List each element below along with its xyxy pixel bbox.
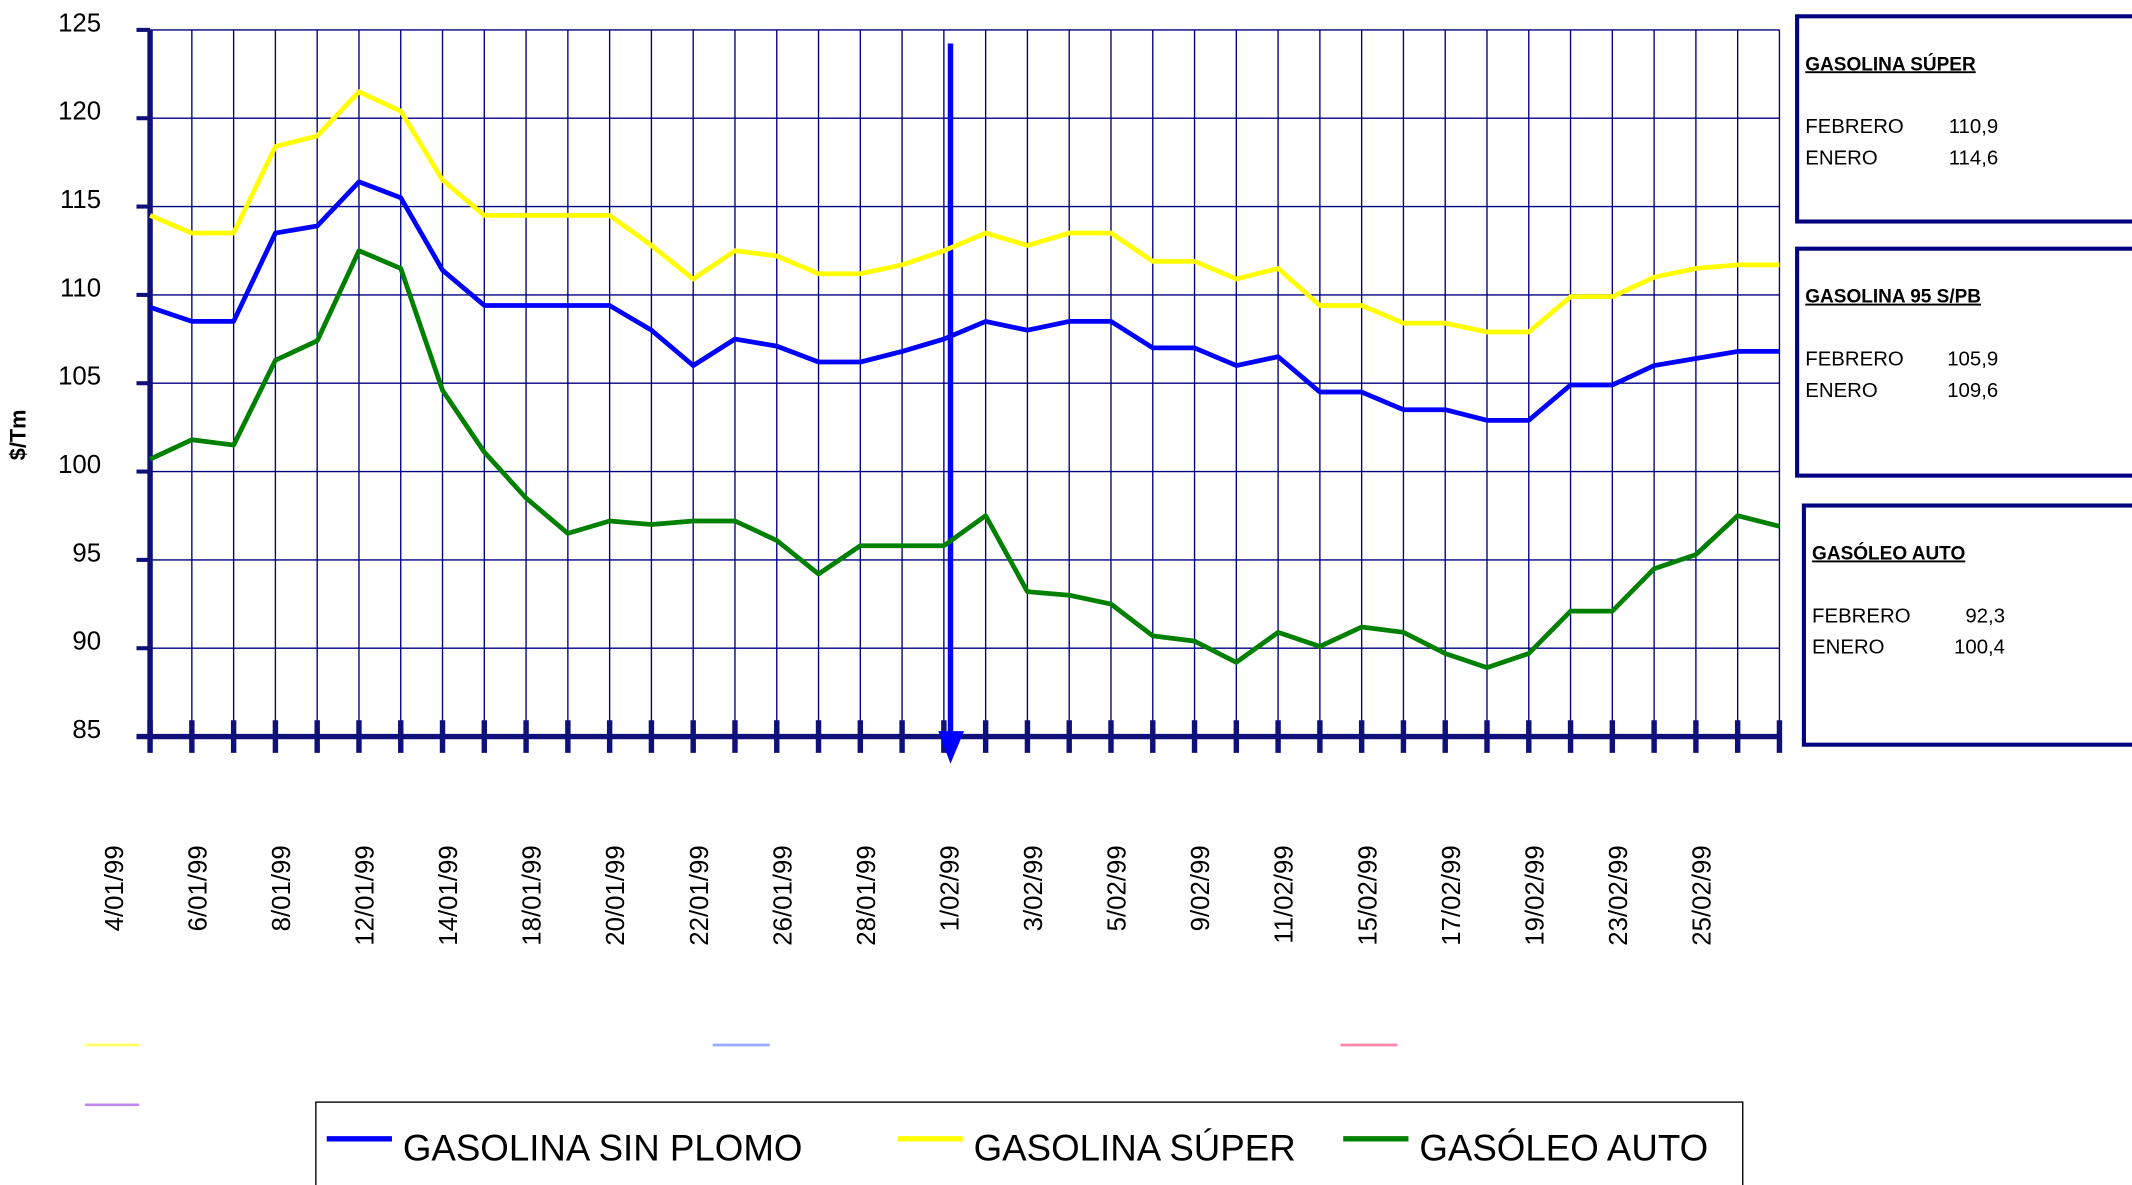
x-tick-label: 28/01/99 [853, 845, 881, 945]
x-tick-label: 18/01/99 [519, 845, 547, 945]
panel-row-value: 100,4 [1954, 637, 2005, 659]
panel-row-label: ENERO [1812, 637, 1884, 659]
y-tick-label: 110 [60, 274, 101, 302]
x-tick-label: 4/01/99 [101, 845, 129, 931]
panel-row-label: FEBRERO [1805, 349, 1903, 371]
x-tick-label: 8/01/99 [268, 845, 296, 931]
panel-title: GASÓLEO AUTO [1812, 542, 1965, 564]
x-tick-label: 11/02/99 [1271, 845, 1299, 944]
y-tick-label: 115 [60, 186, 101, 214]
x-tick-label: 3/02/99 [1020, 845, 1048, 931]
x-tick-label: 26/01/99 [769, 845, 797, 945]
series-line [149, 179, 1780, 423]
panel-row-value: 114,6 [1949, 147, 1998, 169]
legend-label: GASOLINA SIN PLOMO [403, 1128, 803, 1169]
y-axis-label: $/Tm [5, 409, 30, 460]
panel-row-value: 109,6 [1947, 380, 1998, 402]
y-tick-label: 85 [72, 716, 101, 744]
series-line [149, 89, 1780, 335]
x-tick-label: 5/02/99 [1104, 845, 1132, 931]
legend-label: GASOLINA SÚPER [974, 1128, 1296, 1169]
x-tick-label: 9/02/99 [1187, 845, 1215, 931]
y-tick-label: 95 [72, 539, 101, 567]
x-tick-label: 19/02/99 [1521, 845, 1549, 945]
y-tick-label: 105 [58, 363, 101, 391]
panel-row-label: ENERO [1805, 380, 1877, 402]
y-tick-label: 120 [58, 98, 101, 126]
legend-box [315, 1101, 1744, 1185]
panel-title: GASOLINA 95 S/PB [1805, 287, 1981, 308]
x-tick-label: 6/01/99 [184, 845, 212, 931]
info-panel [1795, 14, 2132, 224]
y-tick-label: 100 [58, 451, 101, 479]
panel-row-value: 92,3 [1965, 605, 2005, 627]
info-panel [1801, 503, 2132, 747]
x-tick-label: 25/02/99 [1689, 845, 1717, 945]
info-panel [1795, 246, 2132, 478]
x-tick-label: 23/02/99 [1605, 845, 1633, 945]
x-tick-label: 22/01/99 [686, 845, 714, 945]
x-tick-label: 14/01/99 [435, 845, 463, 945]
panel-row-label: ENERO [1805, 147, 1877, 169]
x-tick-label: 20/01/99 [602, 845, 630, 945]
panel-title: GASOLINA SÚPER [1805, 53, 1976, 75]
x-tick-label: 1/02/99 [936, 845, 964, 931]
x-tick-label: 12/01/99 [352, 845, 380, 945]
y-tick-label: 125 [58, 9, 101, 37]
panel-row-label: FEBRERO [1805, 116, 1903, 138]
arrow-head [938, 731, 965, 764]
y-tick-label: 90 [72, 628, 101, 656]
x-tick-label: 17/02/99 [1438, 845, 1466, 945]
series-line [149, 248, 1781, 671]
x-tick-label: 15/02/99 [1354, 845, 1382, 945]
panel-row-label: FEBRERO [1812, 605, 1911, 627]
panel-row-value: 105,9 [1947, 349, 1998, 371]
legend-label: GASÓLEO AUTO [1419, 1128, 1708, 1169]
panel-row-value: 110,9 [1949, 116, 1998, 138]
